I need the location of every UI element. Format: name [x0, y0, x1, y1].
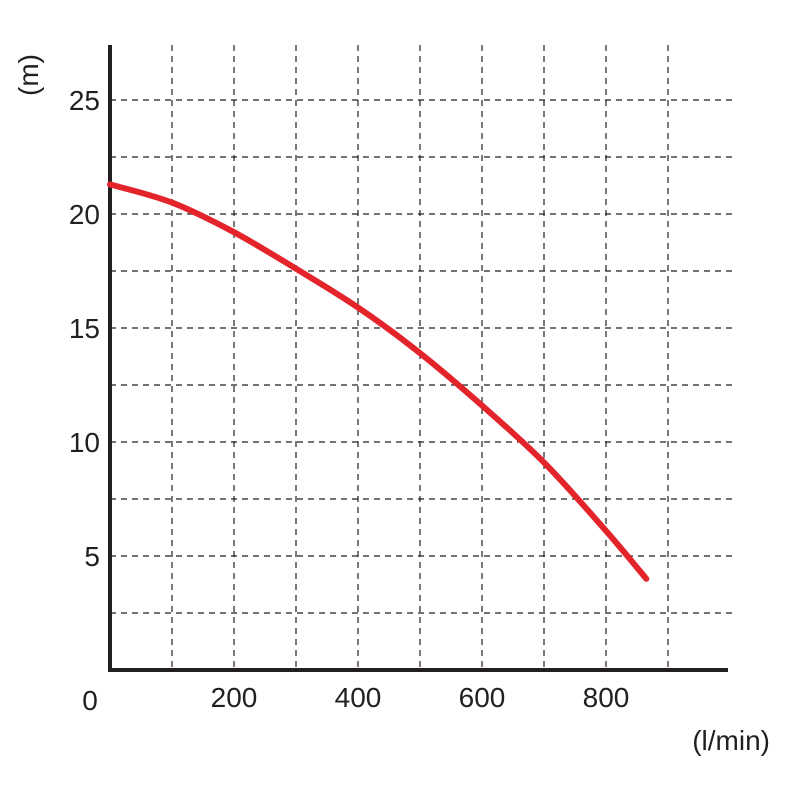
- y-axis-unit-label: (m): [13, 54, 44, 96]
- x-tick-label: 600: [459, 682, 506, 713]
- y-tick-label: 25: [69, 85, 100, 116]
- y-tick-label: 15: [69, 313, 100, 344]
- y-tick-label: 5: [84, 541, 100, 572]
- pump-curve-line: [107, 181, 650, 582]
- x-tick-label: 800: [583, 682, 630, 713]
- axes: [108, 45, 728, 672]
- x-axis-unit-label: (l/min): [692, 725, 770, 756]
- y-tick-label: 10: [69, 427, 100, 458]
- y-tick-label: 20: [69, 199, 100, 230]
- series: [107, 181, 650, 582]
- origin-label: 0: [82, 685, 98, 716]
- x-tick-label: 400: [335, 682, 382, 713]
- grid-lines: [110, 45, 732, 670]
- tick-labels: 200 400 600 800 5 10 15 20 25: [69, 85, 630, 713]
- x-tick-label: 200: [211, 682, 258, 713]
